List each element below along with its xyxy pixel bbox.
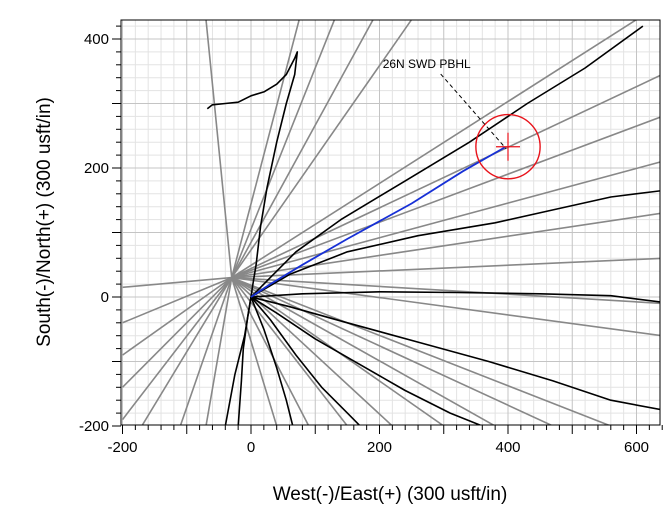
x-tick-label: -200 <box>107 439 137 456</box>
guide-line <box>231 74 660 279</box>
guide-line <box>231 276 553 425</box>
guide-line <box>231 276 660 305</box>
guide-line <box>231 161 660 279</box>
x-axis-label: West(-)/East(+) (300 usft/in) <box>273 484 508 505</box>
y-tick-label: -200 <box>79 418 109 435</box>
offset-well-path <box>250 296 660 411</box>
x-tick-label: 200 <box>367 439 392 456</box>
x-axis: -200 0 200 400 600 <box>107 425 663 456</box>
guide-line <box>230 20 336 278</box>
guide-line <box>231 276 495 425</box>
x-tick-label: 600 <box>624 439 649 456</box>
guide-line <box>122 276 233 356</box>
plot-border <box>120 19 661 426</box>
y-tick-label: 400 <box>84 31 109 48</box>
guide-line <box>121 277 233 388</box>
guide-line <box>230 277 310 425</box>
offset-well-path <box>250 296 361 425</box>
major-gridlines <box>121 20 660 425</box>
guide-line <box>231 276 660 337</box>
guide-line <box>231 116 660 279</box>
y-axis: -200 0 200 400 <box>79 25 121 435</box>
guide-line <box>205 277 233 425</box>
guide-line <box>231 257 660 279</box>
offset-well-path <box>250 296 294 425</box>
guide-line <box>231 276 611 425</box>
offset-well-path <box>224 296 252 425</box>
plot-background <box>121 20 660 425</box>
x-tick-label: 0 <box>247 439 255 456</box>
guide-line <box>179 277 233 425</box>
annotation-label: 26N SWD PBHL <box>383 57 471 71</box>
target-circle <box>475 113 541 180</box>
offset-well-path <box>250 291 660 303</box>
guide-line <box>230 20 374 278</box>
offset-wells <box>206 25 660 425</box>
planned-well-path <box>250 146 506 298</box>
annotation-leader <box>440 73 507 149</box>
guide-line <box>230 277 278 425</box>
offset-well-path <box>250 25 644 298</box>
guide-line <box>121 277 233 421</box>
guide-line <box>231 20 413 279</box>
guide-line <box>122 276 232 289</box>
guide-line <box>231 212 660 279</box>
guide-line <box>231 20 637 279</box>
y-axis-label: South(-)/North(+) (300 usft/in) <box>34 97 55 347</box>
offset-well-path <box>250 296 482 425</box>
annotation: 26N SWD PBHL <box>383 57 507 149</box>
guide-line <box>141 277 233 425</box>
guide-line <box>122 276 233 324</box>
target-marker <box>475 113 541 180</box>
y-tick-label: 0 <box>101 289 109 306</box>
planned-well <box>250 146 506 298</box>
x-tick-label: 400 <box>495 439 520 456</box>
y-tick-label: 200 <box>84 160 109 177</box>
guide-line <box>231 277 348 425</box>
offset-well-path <box>250 190 660 298</box>
guide-line <box>230 20 300 278</box>
guide-line <box>205 20 233 278</box>
